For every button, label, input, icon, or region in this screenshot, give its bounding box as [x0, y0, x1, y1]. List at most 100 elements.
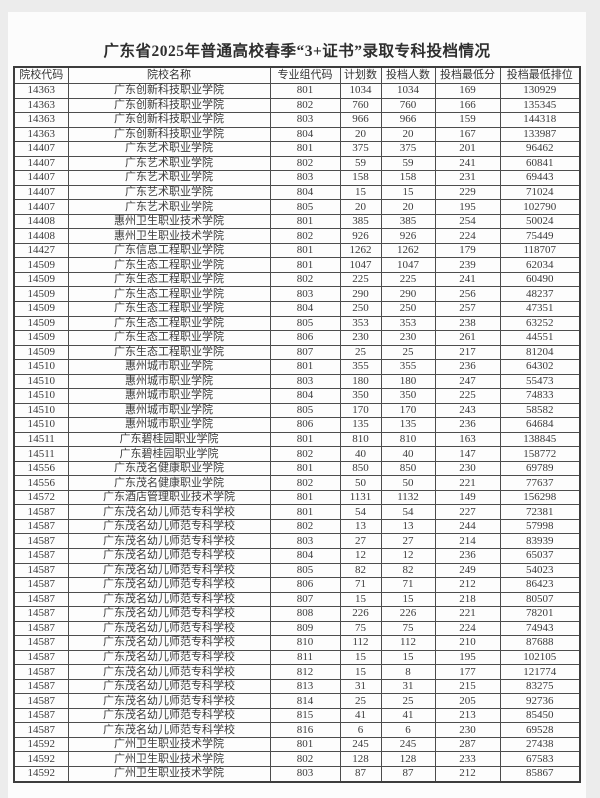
table-cell: 60841: [499, 155, 581, 172]
table-row: 14407 广东艺术职业学院 802 59 59 241 60841: [13, 155, 581, 172]
table-cell: 广东茂名健康职业学院: [67, 460, 271, 477]
table-cell: 14511: [13, 431, 69, 448]
table-cell: 158772: [499, 446, 581, 462]
table-cell: 805: [269, 402, 341, 419]
table-row: 14363 广东创新科技职业学院 801 1034 1034 169 130929: [13, 83, 581, 99]
table-cell: 15: [380, 184, 436, 201]
table-cell: 惠州卫生职业技术学院: [67, 228, 271, 244]
table-cell: 广东生态工程职业学院: [67, 344, 271, 361]
table-cell: 177: [434, 664, 501, 680]
table-cell: 广东茂名幼儿师范专科学校: [67, 518, 271, 535]
table-cell: 广东茂名幼儿师范专科学校: [67, 635, 271, 651]
table-cell: 广东茂名幼儿师范专科学校: [67, 504, 271, 520]
table-cell: 广东创新科技职业学院: [67, 112, 271, 128]
table-cell: 802: [269, 155, 341, 172]
table-cell: 261: [434, 330, 501, 346]
table-cell: 1262: [380, 242, 436, 259]
table-cell: 83275: [499, 678, 581, 695]
table-cell: 1034: [339, 83, 382, 99]
table-cell: 112: [339, 635, 382, 651]
table-cell: 广东艺术职业学院: [67, 184, 271, 201]
table-cell: 225: [339, 271, 382, 288]
table-cell: 1047: [380, 257, 436, 273]
table-cell: 14408: [13, 228, 69, 244]
table-cell: 850: [339, 460, 382, 477]
table-cell: 14510: [13, 359, 69, 375]
table-cell: 13: [339, 518, 382, 535]
table-cell: 227: [434, 504, 501, 520]
table-cell: 48237: [499, 286, 581, 302]
table-cell: 254: [434, 213, 501, 230]
table-cell: 14408: [13, 213, 69, 230]
table-cell: 广东碧桂园职业学院: [67, 431, 271, 448]
table-cell: 81204: [499, 344, 581, 361]
table-cell: 14556: [13, 460, 69, 477]
table-cell: 158: [339, 170, 382, 186]
table-cell: 71: [380, 577, 436, 593]
page-title: 广东省2025年普通高校春季“3+证书”录取专科投档情况: [103, 43, 491, 60]
table-cell: 87: [339, 765, 382, 783]
table-cell: 广东生态工程职业学院: [67, 330, 271, 346]
document-page: 广东省2025年普通高校春季“3+证书”录取专科投档情况 院校代码 院校名称 专业组…: [8, 12, 586, 798]
table-cell: 239: [434, 257, 501, 273]
table-cell: 1132: [380, 489, 436, 506]
table-cell: 1034: [380, 83, 436, 99]
table-cell: 64684: [499, 417, 581, 433]
table-row: 14587 广东茂名幼儿师范专科学校 812 15 8 177 121774: [13, 664, 581, 680]
table-cell: 133987: [499, 126, 581, 143]
table-cell: 807: [269, 344, 341, 361]
table-cell: 170: [339, 402, 382, 419]
table-cell: 801: [269, 83, 341, 99]
table-cell: 806: [269, 330, 341, 346]
table-cell: 广东茂名幼儿师范专科学校: [67, 693, 271, 709]
table-cell: 14587: [13, 504, 69, 520]
table-cell: 50: [339, 475, 382, 491]
table-row: 14587 广东茂名幼儿师范专科学校 815 41 41 213 85450: [13, 707, 581, 724]
table-cell: 290: [380, 286, 436, 302]
table-row: 14510 惠州城市职业学院 805 170 170 243 58582: [13, 402, 581, 419]
table-cell: 54: [339, 504, 382, 520]
table-cell: 14587: [13, 707, 69, 724]
table-cell: 14587: [13, 533, 69, 549]
table-cell: 6: [339, 722, 382, 738]
table-cell: 14587: [13, 693, 69, 709]
table-cell: 14363: [13, 97, 69, 114]
table-cell: 810: [269, 635, 341, 651]
table-cell: 811: [269, 649, 341, 666]
table-cell: 803: [269, 765, 341, 783]
table-cell: 201: [434, 141, 501, 157]
table-cell: 231: [434, 170, 501, 186]
table-cell: 87688: [499, 635, 581, 651]
column-header: 院校代码: [13, 66, 69, 84]
table-cell: 57998: [499, 518, 581, 535]
table-row: 14509 广东生态工程职业学院 803 290 290 256 48237: [13, 286, 581, 302]
table-cell: 41: [339, 707, 382, 724]
table-cell: 14407: [13, 170, 69, 186]
table-cell: 801: [269, 257, 341, 273]
table-body: 14363 广东创新科技职业学院 801 1034 1034 169 130929 14363…: [13, 83, 581, 783]
table-cell: 814: [269, 693, 341, 709]
table-cell: 179: [434, 242, 501, 259]
table-cell: 14407: [13, 155, 69, 172]
table-cell: 804: [269, 184, 341, 201]
table-cell: 12: [339, 548, 382, 564]
table-cell: 20: [339, 126, 382, 143]
table-cell: 803: [269, 286, 341, 302]
table-cell: 14509: [13, 315, 69, 332]
table-cell: 20: [380, 199, 436, 215]
table-cell: 926: [380, 228, 436, 244]
table-cell: 804: [269, 548, 341, 564]
column-header: 计划数: [339, 66, 382, 84]
table-cell: 353: [380, 315, 436, 332]
table-cell: 惠州城市职业学院: [67, 359, 271, 375]
table-cell: 广东生态工程职业学院: [67, 286, 271, 302]
table-cell: 14363: [13, 83, 69, 99]
table-cell: 14427: [13, 242, 69, 259]
table-cell: 816: [269, 722, 341, 738]
table-cell: 166: [434, 97, 501, 114]
table-cell: 27: [380, 533, 436, 549]
table-cell: 14407: [13, 141, 69, 157]
table-row: 14407 广东艺术职业学院 804 15 15 229 71024: [13, 184, 581, 201]
table-cell: 87: [380, 765, 436, 783]
table-cell: 241: [434, 155, 501, 172]
